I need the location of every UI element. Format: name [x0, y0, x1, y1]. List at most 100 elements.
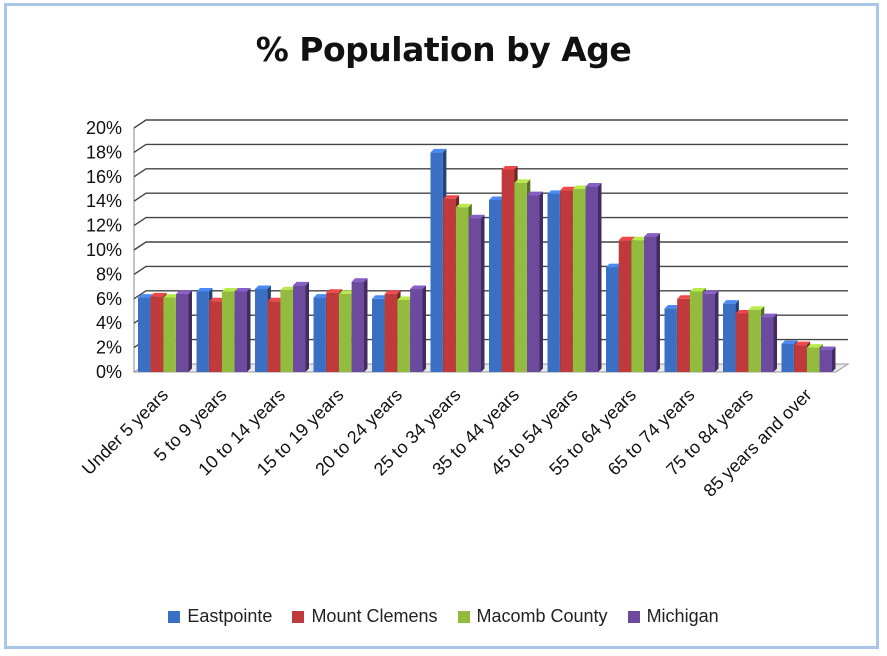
bar-face	[293, 285, 306, 372]
bar-face	[313, 297, 326, 372]
bar-top	[794, 341, 811, 346]
bar-side	[188, 290, 192, 372]
bar-face	[606, 267, 619, 372]
bar-face	[794, 345, 807, 372]
bar-top	[723, 300, 739, 304]
legend-entry: Macomb County	[457, 606, 608, 627]
bar-face	[338, 293, 352, 372]
bar-top	[514, 179, 531, 183]
legend-label: Michigan	[646, 606, 719, 626]
bar-top	[163, 294, 180, 298]
bar-face	[631, 240, 644, 372]
bar-side	[364, 278, 368, 372]
bar-face	[150, 296, 164, 372]
bar-face	[761, 317, 774, 372]
bar-top	[761, 313, 777, 318]
bar-face	[560, 190, 573, 372]
bar-top	[397, 296, 414, 301]
bar-top	[326, 289, 343, 293]
bar-side	[422, 285, 426, 372]
bar-top	[819, 346, 836, 351]
bar-top	[572, 185, 589, 189]
legend-swatch	[292, 610, 305, 623]
bar-top	[280, 286, 297, 291]
bar-face	[572, 189, 586, 372]
bar-top	[150, 292, 167, 297]
bar-top	[560, 186, 577, 191]
bar-face	[819, 350, 832, 372]
bar-face	[455, 207, 469, 372]
bar	[176, 290, 192, 372]
chart-title: % Population by Age	[255, 30, 632, 69]
bar-top	[338, 290, 355, 294]
gridline	[133, 143, 848, 153]
bar-face	[527, 195, 540, 372]
bar-face	[547, 193, 560, 372]
bar-face	[644, 236, 657, 372]
legend-label: Eastpointe	[187, 606, 273, 626]
bar-face	[748, 309, 761, 372]
bar-face	[723, 303, 736, 372]
bar	[702, 290, 719, 372]
y-tick-label: 8%	[96, 264, 122, 284]
bar-face	[677, 298, 690, 372]
bar	[468, 214, 485, 372]
bar-side	[305, 281, 309, 372]
x-tick-label: 85 years and over	[700, 385, 816, 501]
bar-top	[209, 297, 226, 302]
gridline	[133, 241, 848, 251]
bar-top	[664, 305, 681, 309]
gridline	[133, 168, 848, 178]
bar-top	[410, 285, 426, 290]
bar-top	[606, 263, 622, 268]
bar-top	[489, 196, 505, 200]
bar-face	[326, 292, 339, 372]
bar-top	[234, 287, 251, 292]
bar-top	[384, 290, 401, 294]
bar-top	[455, 203, 472, 208]
y-tick-label: 6%	[96, 289, 122, 309]
bar-face	[234, 291, 247, 372]
bar-face	[618, 240, 632, 372]
bar-top	[443, 195, 460, 199]
y-tick-label: 10%	[86, 240, 122, 260]
gridline	[133, 216, 848, 227]
bar-face	[372, 298, 385, 372]
y-tick-label: 0%	[96, 362, 122, 382]
bar-face	[176, 293, 189, 372]
bar-face	[384, 293, 398, 372]
bar-face	[735, 313, 749, 372]
x-tick-label: Under 5 years	[78, 385, 172, 479]
bar-top	[221, 287, 238, 292]
bar-face	[514, 182, 527, 372]
bar	[644, 233, 660, 372]
bar-top	[527, 191, 543, 196]
bar-top	[631, 236, 648, 241]
bar-face	[489, 199, 502, 372]
bar-face	[163, 297, 176, 372]
bar-top	[735, 309, 752, 314]
bar-top	[430, 148, 447, 153]
legend: Eastpointe Mount Clemens Macomb County Mich…	[0, 606, 887, 627]
bar-top	[313, 294, 330, 298]
bar	[293, 281, 309, 372]
y-tick-label: 12%	[86, 216, 122, 236]
bar	[585, 183, 602, 372]
bar	[234, 287, 251, 372]
y-tick-label: 16%	[86, 167, 122, 187]
y-tick-label: 2%	[96, 338, 122, 358]
y-tick-label: 18%	[86, 142, 122, 162]
bar-face	[664, 308, 677, 372]
bar-side	[247, 287, 251, 372]
bar-face	[196, 291, 209, 372]
bar-side	[773, 313, 777, 372]
gridline	[133, 119, 848, 129]
bar-top	[781, 340, 798, 344]
bar-top	[267, 297, 284, 302]
bar-face	[267, 301, 281, 372]
legend-label: Mount Clemens	[311, 606, 438, 626]
bar-top	[547, 190, 564, 194]
bar	[527, 191, 543, 372]
y-tick-label: 20%	[86, 118, 122, 138]
legend-swatch	[168, 610, 181, 623]
